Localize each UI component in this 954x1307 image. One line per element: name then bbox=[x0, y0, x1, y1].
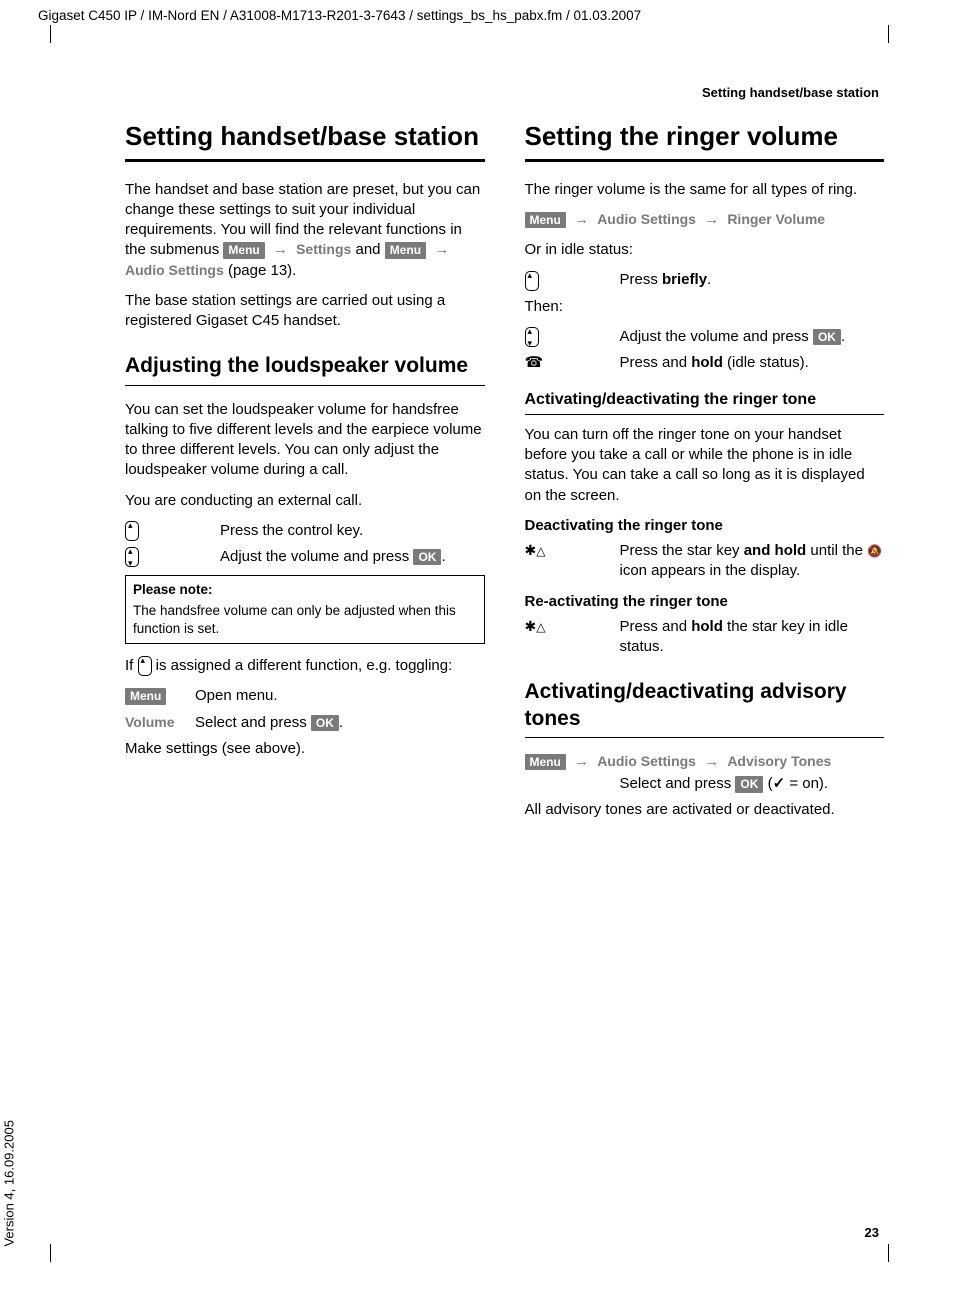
heading-deactivate: Deactivating the ringer tone bbox=[525, 516, 885, 536]
menu-key-icon: Menu bbox=[525, 754, 566, 770]
volume-label: Volume bbox=[125, 713, 195, 732]
heading-main: Setting handset/base station bbox=[125, 120, 485, 162]
control-key-up-icon bbox=[138, 656, 152, 676]
step-text: Select and press OK. bbox=[195, 713, 485, 733]
heading-ringer-tone: Activating/deactivating the ringer tone bbox=[525, 389, 885, 415]
step-row: Adjust the volume and press OK. bbox=[125, 547, 485, 567]
menu-path-line: Menu → Audio Settings → Ringer Volume bbox=[525, 210, 885, 230]
paragraph: Then: bbox=[525, 297, 885, 317]
arrow-icon: → bbox=[700, 211, 723, 228]
step-text: Adjust the volume and press OK. bbox=[620, 327, 885, 347]
step-text: Select and press OK (✓ = on). bbox=[620, 774, 885, 794]
menu-key-icon: Menu bbox=[385, 242, 426, 258]
arrow-icon: → bbox=[570, 753, 593, 770]
step-row: Press the control key. bbox=[125, 521, 485, 541]
menu-path-audio: Audio Settings bbox=[125, 262, 224, 278]
check-icon: ✓ bbox=[773, 775, 786, 792]
step-row: Volume Select and press OK. bbox=[125, 713, 485, 733]
header-path: Gigaset C450 IP / IM-Nord EN / A31008-M1… bbox=[38, 7, 641, 25]
hangup-icon: ☎ bbox=[525, 353, 620, 373]
page-number: 23 bbox=[865, 1224, 879, 1242]
ok-key-icon: OK bbox=[311, 715, 339, 731]
step-row: ✱△ Press and hold the star key in idle s… bbox=[525, 617, 885, 658]
step-text: Press the control key. bbox=[220, 521, 485, 541]
menu-key-label: Menu bbox=[125, 686, 195, 705]
version-label: Version 4, 16.09.2005 bbox=[0, 1121, 18, 1248]
heading-loudspeaker: Adjusting the loudspeaker volume bbox=[125, 353, 485, 385]
control-key-up-icon bbox=[525, 270, 620, 290]
arrow-icon: → bbox=[430, 241, 453, 258]
page-content: Setting handset/base station The handset… bbox=[125, 120, 884, 831]
right-column: Setting the ringer volume The ringer vol… bbox=[525, 120, 885, 831]
step-text: Adjust the volume and press OK. bbox=[220, 547, 485, 567]
step-text: Press and hold the star key in idle stat… bbox=[620, 617, 885, 658]
menu-path-ringer: Ringer Volume bbox=[727, 211, 825, 227]
step-row: Menu Open menu. bbox=[125, 686, 485, 706]
paragraph: Make settings (see above). bbox=[125, 739, 485, 759]
paragraph: You are conducting an external call. bbox=[125, 491, 485, 511]
step-text: Press briefly. bbox=[620, 270, 885, 290]
step-row: Select and press OK (✓ = on). bbox=[525, 774, 885, 794]
menu-path-settings: Settings bbox=[296, 241, 351, 257]
paragraph: All advisory tones are activated or deac… bbox=[525, 800, 885, 820]
star-key-icon: ✱△ bbox=[525, 617, 620, 636]
menu-key-icon: Menu bbox=[525, 212, 566, 228]
step-row: Adjust the volume and press OK. bbox=[525, 327, 885, 347]
note-box: Please note: The handsfree volume can on… bbox=[125, 575, 485, 644]
heading-ringer: Setting the ringer volume bbox=[525, 120, 885, 162]
running-title: Setting handset/base station bbox=[702, 84, 879, 102]
paragraph: Or in idle status: bbox=[525, 240, 885, 260]
paragraph: You can turn off the ringer tone on your… bbox=[525, 425, 885, 506]
bell-icon: 🔕 bbox=[867, 544, 882, 558]
menu-path-advisory: Advisory Tones bbox=[727, 753, 831, 769]
menu-key-icon: Menu bbox=[223, 242, 264, 258]
step-row: ☎ Press and hold (idle status). bbox=[525, 353, 885, 373]
paragraph: You can set the loudspeaker volume for h… bbox=[125, 400, 485, 481]
note-body: The handsfree volume can only be adjuste… bbox=[133, 602, 477, 638]
paragraph: If is assigned a different function, e.g… bbox=[125, 656, 485, 676]
step-text: Press the star key and hold until the 🔕 … bbox=[620, 541, 885, 582]
paragraph: The base station settings are carried ou… bbox=[125, 291, 485, 332]
menu-path-audio: Audio Settings bbox=[597, 211, 696, 227]
arrow-icon: → bbox=[269, 241, 292, 258]
control-key-updown-icon bbox=[125, 547, 220, 567]
heading-advisory: Activating/deactivating advisory tones bbox=[525, 679, 885, 738]
step-row: ✱△ Press the star key and hold until the… bbox=[525, 541, 885, 582]
ok-key-icon: OK bbox=[735, 776, 763, 792]
left-column: Setting handset/base station The handset… bbox=[125, 120, 485, 831]
menu-path-line: Menu → Audio Settings → Advisory Tones bbox=[525, 752, 885, 772]
step-text: Press and hold (idle status). bbox=[620, 353, 885, 373]
control-key-updown-icon bbox=[525, 327, 620, 347]
intro-paragraph: The handset and base station are preset,… bbox=[125, 180, 485, 281]
heading-reactivate: Re-activating the ringer tone bbox=[525, 592, 885, 612]
star-key-icon: ✱△ bbox=[525, 541, 620, 560]
ok-key-icon: OK bbox=[813, 329, 841, 345]
arrow-icon: → bbox=[700, 753, 723, 770]
menu-path-audio: Audio Settings bbox=[597, 753, 696, 769]
paragraph: The ringer volume is the same for all ty… bbox=[525, 180, 885, 200]
ok-key-icon: OK bbox=[413, 549, 441, 565]
step-row: Press briefly. bbox=[525, 270, 885, 290]
step-text: Open menu. bbox=[195, 686, 485, 706]
arrow-icon: → bbox=[570, 211, 593, 228]
note-title: Please note: bbox=[133, 581, 477, 599]
step-row: Menu → Audio Settings → Advisory Tones bbox=[525, 752, 885, 772]
control-key-up-icon bbox=[125, 521, 220, 541]
